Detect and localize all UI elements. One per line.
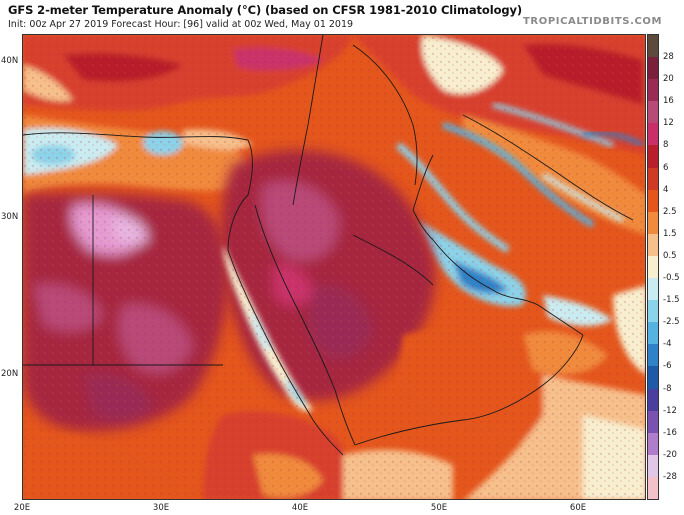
mediterranean-coast xyxy=(23,132,253,196)
latitude-label: 20N xyxy=(1,369,19,379)
shatt-coast xyxy=(412,154,434,211)
colorbar-label: -8 xyxy=(663,383,672,394)
coastlines-borders xyxy=(23,35,634,456)
colorbar-label: 6 xyxy=(663,162,669,173)
colorbar xyxy=(647,34,659,500)
colorbar-label: 20 xyxy=(663,74,674,85)
map-title: GFS 2-meter Temperature Anomaly (°C) (ba… xyxy=(8,3,523,17)
levant-border xyxy=(292,35,324,206)
colorbar-swatch xyxy=(648,35,658,58)
red-sea-west-coast xyxy=(227,194,344,456)
forecast-info: Init: 00z Apr 27 2019 Forecast Hour: [96… xyxy=(8,19,354,30)
colorbar-swatch xyxy=(648,410,658,434)
colorbar-swatch xyxy=(648,322,658,345)
anomaly-field xyxy=(23,35,645,499)
saudi-border xyxy=(352,234,434,286)
iraq-border xyxy=(352,44,418,186)
colorbar-label: -2.5 xyxy=(663,317,680,328)
colorbar-label: -4 xyxy=(663,339,672,350)
colorbar-swatch xyxy=(648,476,658,500)
colorbar-label: -12 xyxy=(663,405,677,416)
colorbar-label: -28 xyxy=(663,471,677,482)
colorbar-label: 12 xyxy=(663,118,674,129)
brand-watermark: TROPICALTIDBITS.COM xyxy=(523,16,663,27)
colorbar-swatch xyxy=(648,388,658,412)
colorbar-swatch xyxy=(648,300,658,323)
colorbar-label: -0.5 xyxy=(663,273,680,284)
colorbar-swatch xyxy=(648,366,658,390)
colorbar-swatch xyxy=(648,278,658,301)
iran-border xyxy=(462,114,634,221)
colorbar-swatch xyxy=(648,432,658,456)
red-sea-east-coast xyxy=(254,204,356,446)
colorbar-swatch xyxy=(648,211,658,235)
longitude-label: 50E xyxy=(430,503,448,513)
colorbar-label: 28 xyxy=(663,52,674,63)
latitude-label: 30N xyxy=(1,212,19,222)
colorbar-label: -16 xyxy=(663,427,677,438)
colorbar-label: -6 xyxy=(663,361,672,372)
field-texture xyxy=(23,35,645,499)
colorbar-swatch xyxy=(648,145,658,169)
colorbar-swatch xyxy=(648,101,658,124)
colorbar-swatch xyxy=(648,189,658,213)
latitude-label: 40N xyxy=(1,56,19,66)
longitude-label: 60E xyxy=(569,503,587,513)
longitude-label: 20E xyxy=(13,503,31,513)
colorbar-label: 0.5 xyxy=(663,250,677,261)
arabia-south-coast xyxy=(354,334,584,446)
colorbar-swatch xyxy=(648,233,658,257)
longitude-label: 30E xyxy=(152,503,170,513)
gulf-coast xyxy=(412,209,584,336)
anomaly-map xyxy=(22,34,646,500)
colorbar-label: -20 xyxy=(663,449,677,460)
colorbar-swatch xyxy=(648,167,658,191)
colorbar-label: 8 xyxy=(663,140,669,151)
colorbar-swatch xyxy=(648,79,658,102)
colorbar-label: 4 xyxy=(663,184,669,195)
colorbar-label: 16 xyxy=(663,96,674,107)
colorbar-swatch xyxy=(648,57,658,80)
colorbar-swatch xyxy=(648,454,658,478)
colorbar-swatch xyxy=(648,255,658,279)
colorbar-label: -1.5 xyxy=(663,295,680,306)
colorbar-swatch xyxy=(648,123,658,146)
longitude-label: 40E xyxy=(291,503,309,513)
colorbar-label: 1.5 xyxy=(663,228,677,239)
colorbar-swatch xyxy=(648,344,658,367)
colorbar-label: 2.5 xyxy=(663,206,677,217)
